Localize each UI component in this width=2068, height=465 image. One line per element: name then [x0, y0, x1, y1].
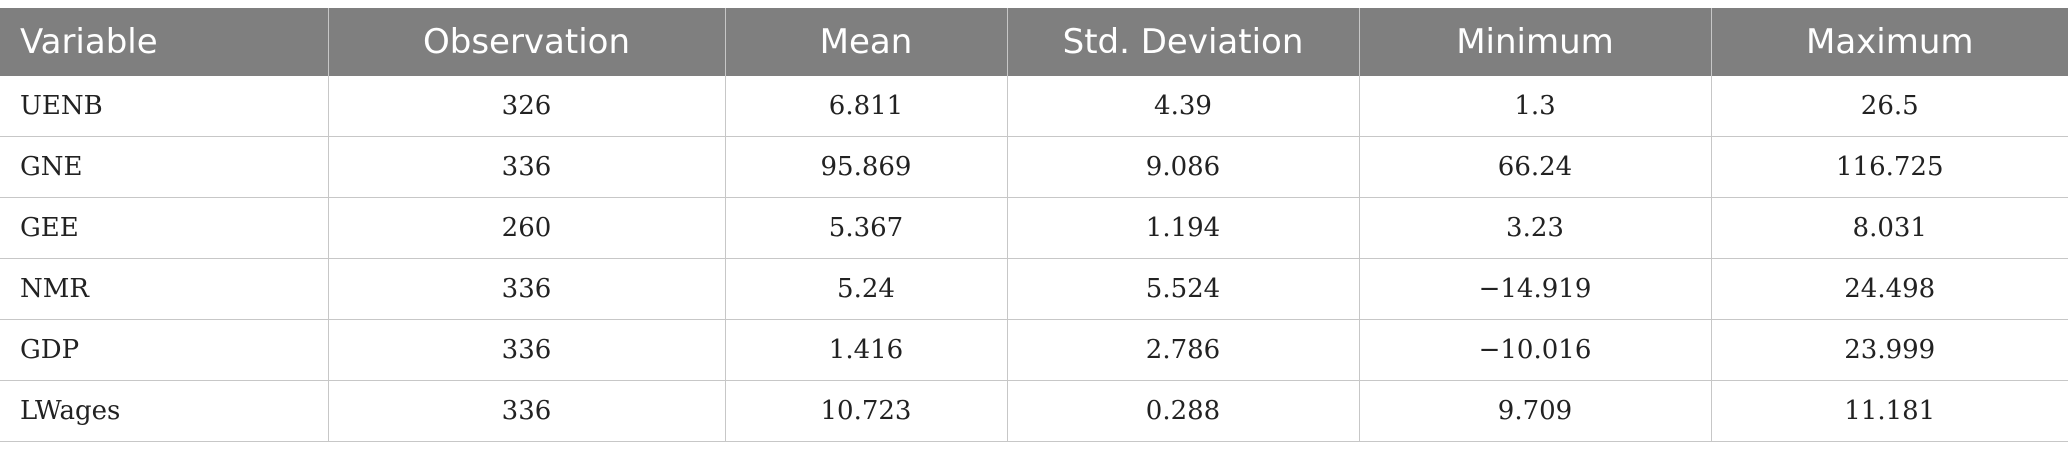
cell-variable: GNE [0, 136, 328, 198]
cell-variable: LWages [0, 380, 328, 442]
cell-observation: 336 [327, 319, 725, 381]
cell-variable: GDP [0, 319, 328, 381]
cell-std-deviation: 4.39 [1006, 76, 1359, 137]
cell-mean: 95.869 [724, 136, 1007, 198]
cell-std-deviation: 9.086 [1006, 136, 1359, 198]
cell-observation: 260 [327, 197, 725, 259]
descriptive-statistics-table-container: Variable Observation Mean Std. Deviation… [0, 8, 2068, 442]
cell-maximum: 26.5 [1710, 76, 2068, 137]
cell-maximum: 23.999 [1710, 319, 2068, 381]
header-variable: Variable [0, 8, 328, 76]
table-row: GEE 260 5.367 1.194 3.23 8.031 [0, 197, 2068, 259]
table-row: GNE 336 95.869 9.086 66.24 116.725 [0, 136, 2068, 198]
cell-variable: GEE [0, 197, 328, 259]
cell-minimum: 1.3 [1358, 76, 1711, 137]
cell-minimum: 9.709 [1358, 380, 1711, 442]
cell-observation: 336 [327, 136, 725, 198]
table-header: Variable Observation Mean Std. Deviation… [0, 8, 2068, 76]
cell-minimum: 3.23 [1358, 197, 1711, 259]
cell-minimum: −14.919 [1358, 258, 1711, 320]
header-maximum: Maximum [1710, 8, 2068, 76]
cell-std-deviation: 0.288 [1006, 380, 1359, 442]
cell-maximum: 24.498 [1710, 258, 2068, 320]
header-observation: Observation [327, 8, 725, 76]
cell-std-deviation: 5.524 [1006, 258, 1359, 320]
cell-minimum: −10.016 [1358, 319, 1711, 381]
header-mean: Mean [724, 8, 1007, 76]
table-row: GDP 336 1.416 2.786 −10.016 23.999 [0, 319, 2068, 381]
header-std-deviation: Std. Deviation [1006, 8, 1359, 76]
cell-maximum: 116.725 [1710, 136, 2068, 198]
table-row: UENB 326 6.811 4.39 1.3 26.5 [0, 76, 2068, 137]
cell-mean: 1.416 [724, 319, 1007, 381]
cell-maximum: 8.031 [1710, 197, 2068, 259]
table-row: NMR 336 5.24 5.524 −14.919 24.498 [0, 258, 2068, 320]
cell-minimum: 66.24 [1358, 136, 1711, 198]
table-row: LWages 336 10.723 0.288 9.709 11.181 [0, 380, 2068, 442]
cell-observation: 336 [327, 258, 725, 320]
cell-maximum: 11.181 [1710, 380, 2068, 442]
cell-mean: 10.723 [724, 380, 1007, 442]
descriptive-statistics-table: Variable Observation Mean Std. Deviation… [0, 8, 2068, 442]
table-body: UENB 326 6.811 4.39 1.3 26.5 GNE 336 95.… [0, 76, 2068, 442]
cell-observation: 336 [327, 380, 725, 442]
cell-variable: UENB [0, 76, 328, 137]
cell-std-deviation: 2.786 [1006, 319, 1359, 381]
cell-mean: 5.367 [724, 197, 1007, 259]
cell-std-deviation: 1.194 [1006, 197, 1359, 259]
cell-observation: 326 [327, 76, 725, 137]
cell-mean: 6.811 [724, 76, 1007, 137]
cell-mean: 5.24 [724, 258, 1007, 320]
cell-variable: NMR [0, 258, 328, 320]
header-row: Variable Observation Mean Std. Deviation… [0, 8, 2068, 76]
header-minimum: Minimum [1358, 8, 1711, 76]
